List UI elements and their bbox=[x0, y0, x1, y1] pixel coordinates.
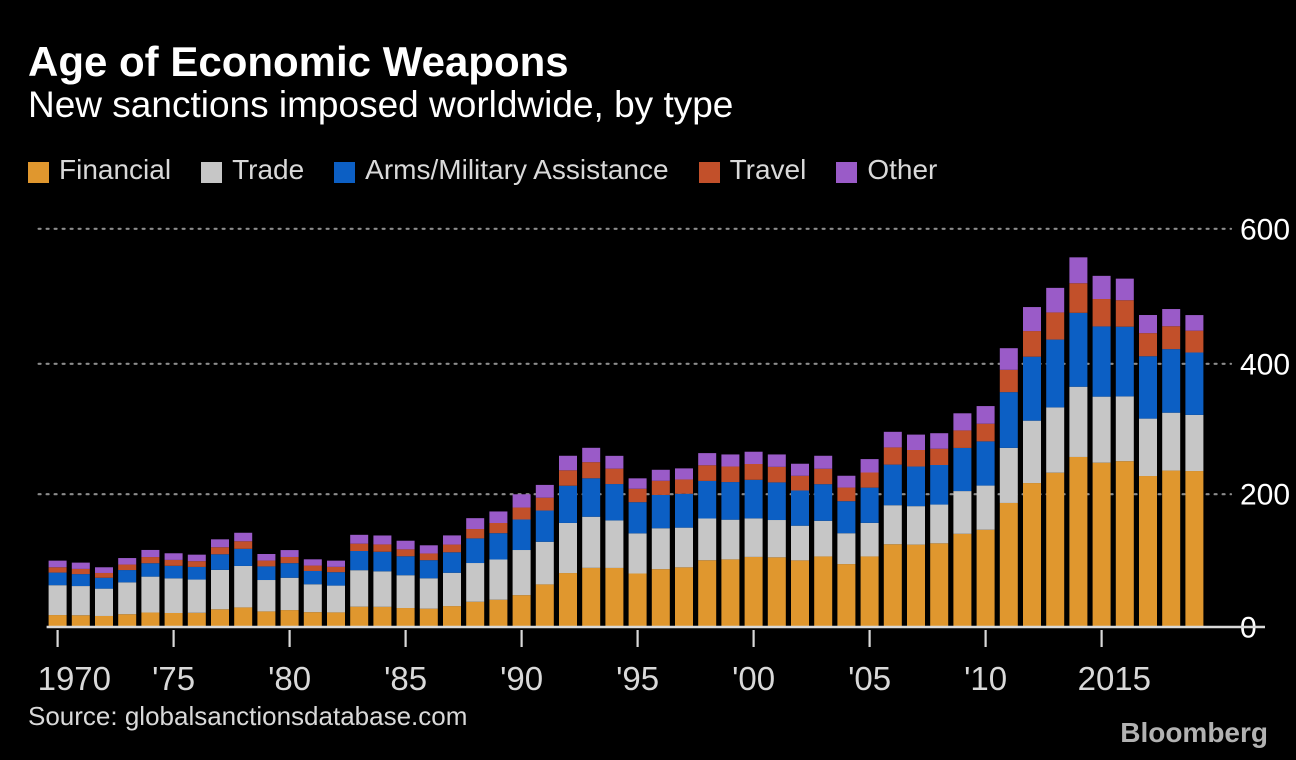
svg-text:'10: '10 bbox=[964, 660, 1007, 697]
svg-text:1970: 1970 bbox=[38, 660, 111, 697]
svg-text:200: 200 bbox=[1240, 479, 1290, 512]
svg-text:'80: '80 bbox=[268, 660, 311, 697]
svg-text:'05: '05 bbox=[848, 660, 891, 697]
svg-text:'90: '90 bbox=[500, 660, 543, 697]
svg-text:'95: '95 bbox=[616, 660, 659, 697]
svg-text:'85: '85 bbox=[384, 660, 427, 697]
svg-text:400: 400 bbox=[1240, 348, 1290, 381]
svg-text:'75: '75 bbox=[152, 660, 195, 697]
svg-text:'00: '00 bbox=[732, 660, 775, 697]
svg-text:600: 600 bbox=[1240, 213, 1290, 246]
svg-text:2015: 2015 bbox=[1078, 660, 1151, 697]
